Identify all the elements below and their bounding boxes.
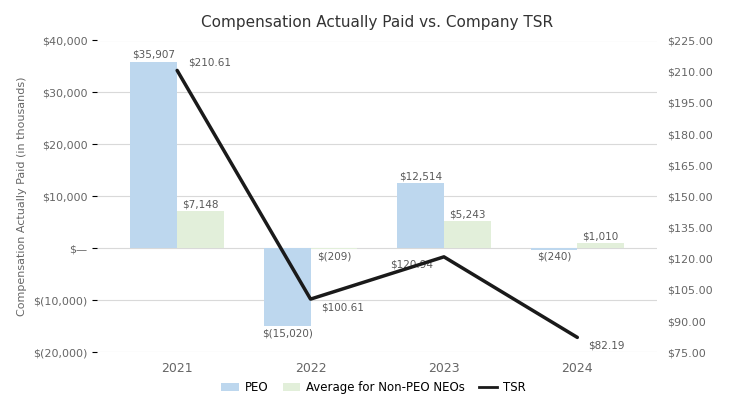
Text: $120.94: $120.94	[390, 260, 433, 270]
Bar	[397, 183, 444, 248]
Text: $35,907: $35,907	[132, 50, 176, 60]
Bar	[264, 248, 311, 326]
Bar	[177, 211, 224, 248]
TSR	[173, 68, 182, 73]
TSR	[439, 254, 448, 259]
Text: $(15,020): $(15,020)	[261, 328, 313, 339]
TSR	[573, 335, 582, 340]
Text: $5,243: $5,243	[449, 209, 486, 219]
Text: $82.19: $82.19	[588, 341, 624, 350]
Bar	[131, 62, 177, 248]
Bar	[311, 248, 357, 249]
Text: $100.61: $100.61	[321, 302, 364, 312]
Bar	[444, 221, 491, 248]
Text: $(209): $(209)	[317, 252, 351, 262]
Title: Compensation Actually Paid vs. Company TSR: Compensation Actually Paid vs. Company T…	[201, 15, 554, 30]
Text: $1,010: $1,010	[583, 231, 619, 241]
Bar	[577, 243, 624, 248]
Text: $(240): $(240)	[537, 252, 571, 262]
Bar	[530, 248, 577, 249]
Text: $210.61: $210.61	[187, 57, 231, 67]
Text: $7,148: $7,148	[182, 199, 219, 209]
Line: TSR: TSR	[177, 70, 577, 337]
Text: $12,514: $12,514	[399, 171, 442, 181]
TSR	[306, 297, 315, 302]
Y-axis label: Compensation Actually Paid (in thousands): Compensation Actually Paid (in thousands…	[17, 77, 28, 316]
Legend: PEO, Average for Non-PEO NEOs, TSR: PEO, Average for Non-PEO NEOs, TSR	[217, 377, 530, 399]
